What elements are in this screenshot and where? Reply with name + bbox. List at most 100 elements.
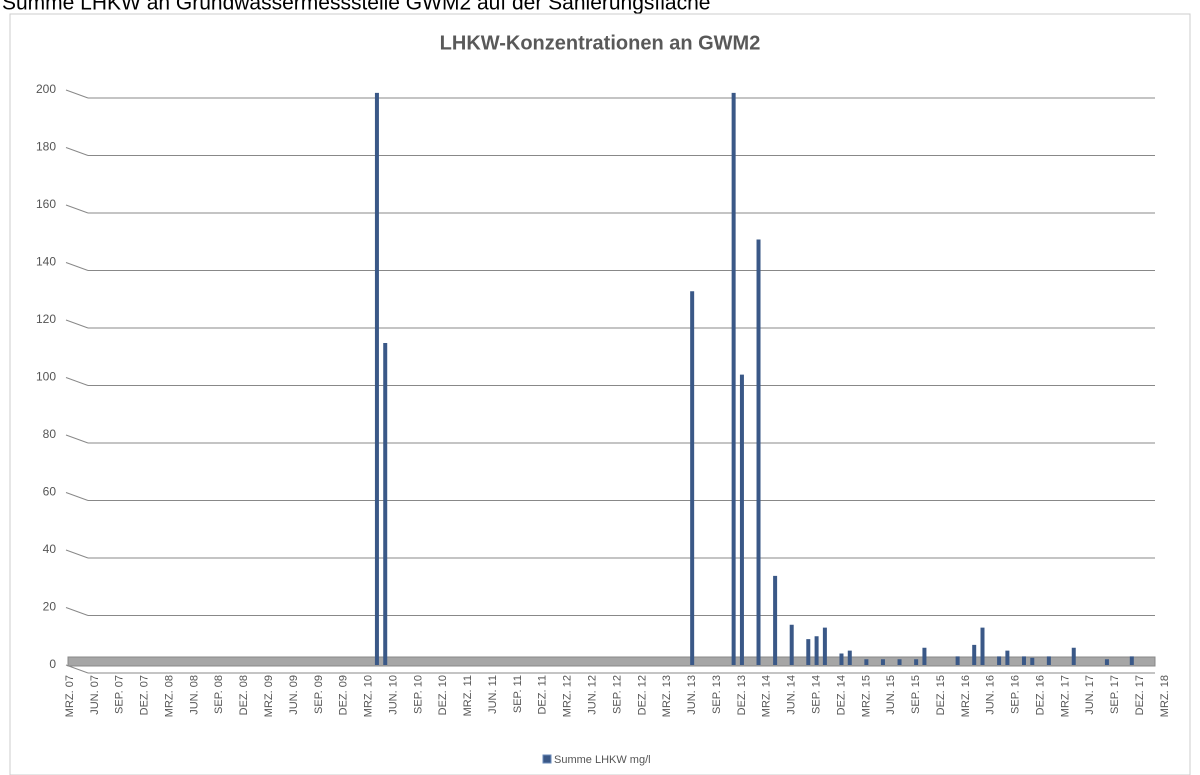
x-tick-label: JUN. 07 xyxy=(89,675,101,715)
bar xyxy=(1104,659,1109,665)
legend-swatch xyxy=(542,754,552,764)
bar xyxy=(1071,647,1076,665)
x-tick-label: SEP. 14 xyxy=(810,675,822,714)
y-tick-label: 200 xyxy=(36,82,56,96)
x-tick-label: SEP. 10 xyxy=(412,675,424,714)
x-tick-label: DEZ. 09 xyxy=(338,675,350,715)
bar xyxy=(880,659,885,665)
x-tick-label: MRZ. 10 xyxy=(363,675,375,717)
tick-mark xyxy=(65,319,89,329)
y-tick-label: 140 xyxy=(36,255,56,269)
bar xyxy=(972,644,977,665)
x-tick-label: MRZ. 11 xyxy=(462,675,474,716)
x-tick-label: MRZ. 09 xyxy=(263,675,275,717)
bar xyxy=(955,656,960,665)
y-tick-label: 120 xyxy=(36,312,56,326)
x-tick-label: JUN. 09 xyxy=(288,675,300,715)
x-tick-label: DEZ. 11 xyxy=(537,675,549,715)
x-tick-label: SEP. 09 xyxy=(313,675,325,714)
x-tick-label: MRZ. 18 xyxy=(1159,675,1171,717)
bar xyxy=(897,659,902,665)
bar xyxy=(839,653,844,665)
bar xyxy=(756,239,761,665)
bar xyxy=(847,650,852,665)
bar xyxy=(914,659,919,665)
x-tick-label: DEZ. 13 xyxy=(736,675,748,715)
tick-mark xyxy=(65,607,89,616)
floor xyxy=(67,656,1156,667)
x-tick-label: JUN. 16 xyxy=(985,675,997,715)
bar xyxy=(1005,650,1010,665)
tick-mark xyxy=(65,492,89,501)
x-tick-label: DEZ. 16 xyxy=(1034,675,1046,715)
x-tick-label: SEP. 08 xyxy=(213,675,225,714)
x-tick-label: MRZ. 08 xyxy=(163,675,175,717)
x-tick-label: JUN. 12 xyxy=(587,675,599,715)
tick-mark xyxy=(65,89,89,99)
x-tick-label: DEZ. 10 xyxy=(437,675,449,715)
x-tick-label: JUN. 10 xyxy=(387,675,399,715)
y-tick-label: 180 xyxy=(36,140,56,154)
x-tick-label: JUN. 14 xyxy=(786,675,798,715)
bar xyxy=(806,639,811,665)
x-tick-label: JUN. 13 xyxy=(686,675,698,715)
x-tick-label: SEP. 15 xyxy=(910,675,922,714)
caption: Summe LHKW an Grundwassermessstelle GWM2… xyxy=(2,0,710,15)
bar xyxy=(739,374,744,665)
x-tick-label: MRZ. 13 xyxy=(661,675,673,717)
y-tick-label: 160 xyxy=(36,197,56,211)
x-tick-label: DEZ. 17 xyxy=(1134,675,1146,715)
tick-mark xyxy=(65,262,89,271)
x-tick-label: DEZ. 12 xyxy=(636,675,648,715)
bar xyxy=(773,575,778,665)
tick-mark xyxy=(65,664,89,674)
y-tick-label: 20 xyxy=(43,600,57,614)
x-tick-label: SEP. 16 xyxy=(1010,675,1022,714)
legend-label: Summe LHKW mg/l xyxy=(554,754,651,766)
x-tick-label: DEZ. 14 xyxy=(835,675,847,715)
bar xyxy=(383,343,388,665)
tick-mark xyxy=(65,549,89,559)
x-tick-label: MRZ. 17 xyxy=(1059,675,1071,717)
x-tick-label: SEP. 11 xyxy=(512,675,524,713)
bar xyxy=(822,627,827,665)
tick-mark xyxy=(65,204,89,214)
x-tick-label: SEP. 12 xyxy=(611,675,623,714)
y-tick-label: 100 xyxy=(36,370,56,384)
x-tick-label: MRZ. 12 xyxy=(562,675,574,717)
bar xyxy=(1129,656,1134,665)
bar xyxy=(374,92,379,665)
tick-mark xyxy=(65,434,89,444)
x-tick-label: SEP. 13 xyxy=(711,675,723,714)
bar xyxy=(864,659,869,665)
x-tick-label: SEP. 17 xyxy=(1109,675,1121,714)
x-tick-label: DEZ. 15 xyxy=(935,675,947,715)
bar xyxy=(731,92,736,665)
tick-mark xyxy=(65,147,89,156)
x-tick-label: MRZ. 16 xyxy=(960,675,972,717)
x-tick-label: JUN. 15 xyxy=(885,675,897,715)
chart-title: LHKW-Konzentrationen an GWM2 xyxy=(440,32,761,54)
y-tick-label: 60 xyxy=(43,485,57,499)
tick-mark xyxy=(65,377,89,386)
bar xyxy=(789,624,794,665)
chart-frame xyxy=(9,13,1191,775)
y-tick-label: 40 xyxy=(43,542,57,556)
bar xyxy=(1021,656,1026,665)
x-tick-label: DEZ. 07 xyxy=(139,675,151,715)
x-tick-label: JUN. 08 xyxy=(188,675,200,715)
x-tick-label: MRZ. 15 xyxy=(860,675,872,717)
y-tick-label: 0 xyxy=(49,657,56,671)
bar xyxy=(690,291,695,665)
bar xyxy=(1046,656,1051,665)
y-tick-label: 80 xyxy=(43,427,57,441)
x-tick-label: SEP. 07 xyxy=(114,675,126,714)
x-tick-label: MRZ. 07 xyxy=(64,675,76,717)
bar xyxy=(922,647,927,665)
x-tick-label: MRZ. 14 xyxy=(761,675,773,717)
bar xyxy=(980,627,985,665)
bar xyxy=(997,656,1002,665)
bar xyxy=(1030,657,1035,665)
x-tick-label: JUN. 17 xyxy=(1084,675,1096,715)
